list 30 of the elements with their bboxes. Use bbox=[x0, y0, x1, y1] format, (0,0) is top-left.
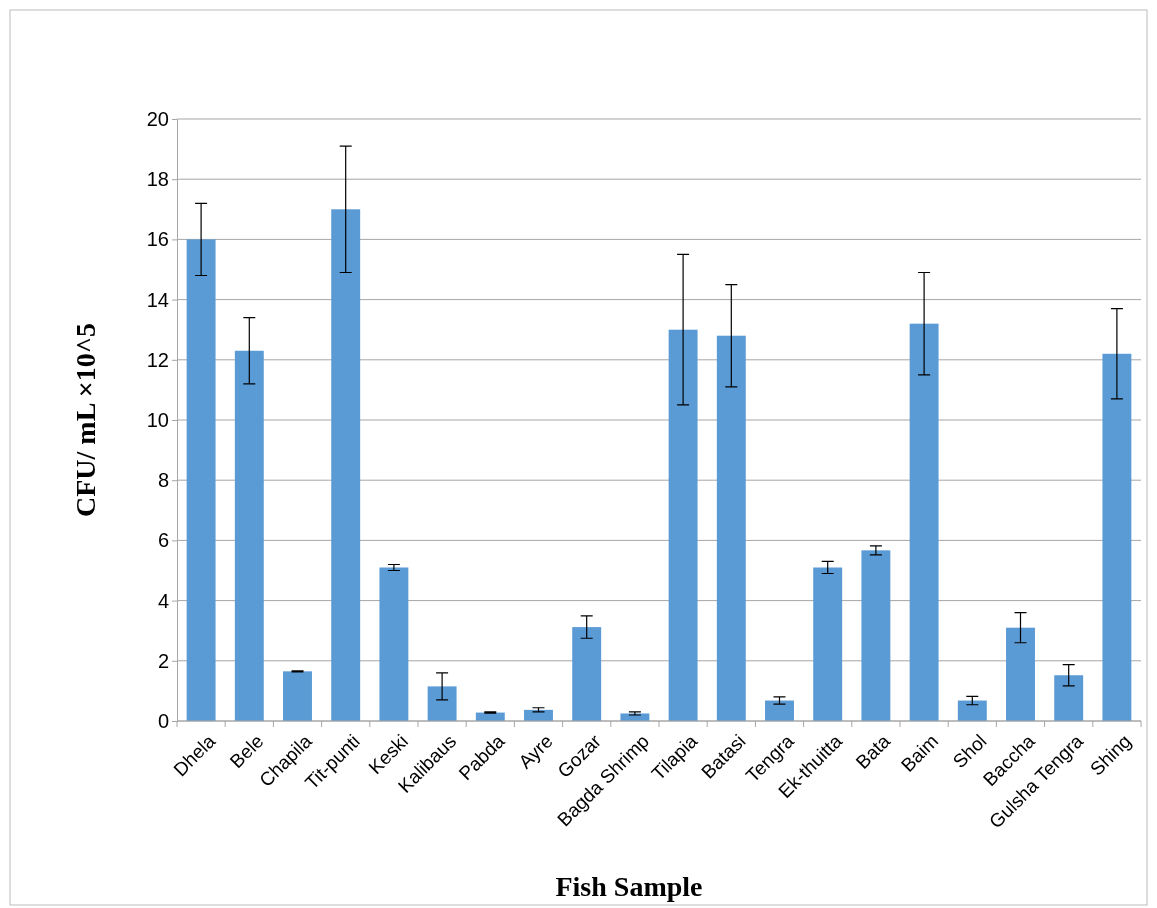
bar bbox=[379, 567, 409, 721]
bar bbox=[1006, 627, 1035, 721]
bar bbox=[331, 209, 361, 721]
bar bbox=[234, 350, 264, 721]
y-tick-label: 8 bbox=[157, 469, 169, 492]
bar bbox=[1102, 353, 1132, 721]
y-tick-label: 16 bbox=[146, 228, 169, 251]
bar bbox=[427, 686, 457, 721]
bar bbox=[716, 335, 746, 721]
y-tick-label: 10 bbox=[146, 408, 169, 431]
bar bbox=[1054, 675, 1084, 721]
bar bbox=[909, 323, 939, 721]
bar bbox=[186, 239, 216, 721]
y-tick-label: 12 bbox=[146, 348, 169, 371]
y-tick-label: 14 bbox=[146, 288, 169, 311]
bar bbox=[957, 700, 987, 721]
bar bbox=[861, 550, 891, 721]
y-tick-label: 18 bbox=[146, 168, 169, 191]
bar bbox=[668, 329, 698, 721]
x-tick-label: Bata bbox=[851, 730, 895, 773]
y-tick-label: 20 bbox=[146, 107, 169, 130]
bar bbox=[283, 671, 312, 721]
y-tick-label: 4 bbox=[157, 589, 169, 612]
x-axis-title: Fish Sample bbox=[555, 871, 703, 902]
bar bbox=[572, 627, 602, 721]
y-tick-label: 2 bbox=[157, 649, 169, 672]
y-tick-label: 6 bbox=[157, 529, 169, 552]
y-axis-title: CFU/ mL ×10^5 bbox=[70, 322, 101, 518]
bar bbox=[813, 567, 843, 721]
y-tick-label: 0 bbox=[157, 709, 169, 732]
